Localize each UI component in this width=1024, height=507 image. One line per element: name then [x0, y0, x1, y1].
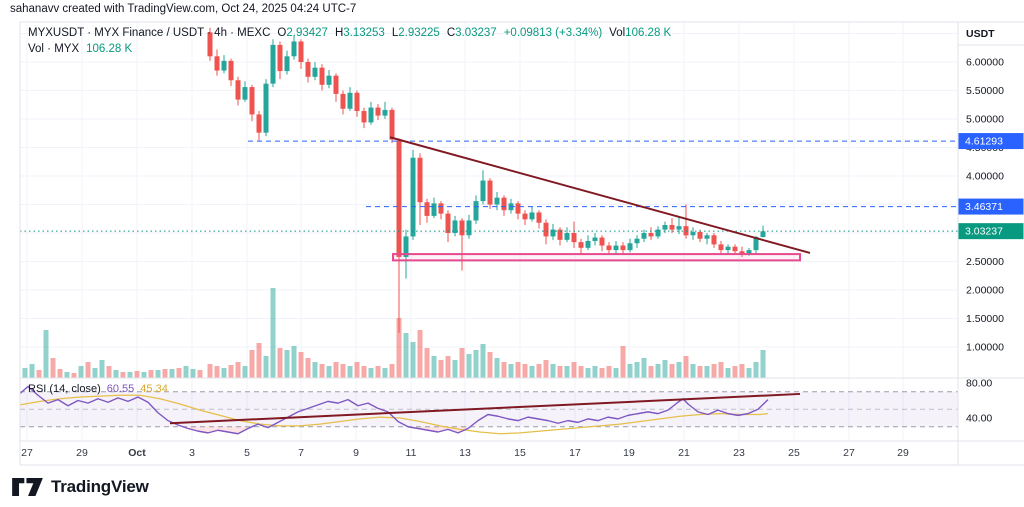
- rsi-indicator-title[interactable]: RSI (14, close): [28, 383, 101, 395]
- volume-legend: Vol · MYX 106.28 K: [28, 43, 132, 55]
- volume-layer: [22, 288, 766, 378]
- svg-text:11: 11: [406, 447, 417, 459]
- svg-text:25: 25: [788, 447, 800, 459]
- svg-text:3: 3: [189, 447, 195, 459]
- svg-text:5: 5: [244, 447, 250, 459]
- svg-text:USDT: USDT: [966, 28, 995, 40]
- svg-text:1.00000: 1.00000: [966, 342, 1004, 354]
- svg-text:80.00: 80.00: [966, 378, 992, 390]
- volume-indicator-value: 106.28 K: [86, 43, 133, 55]
- rsi-value: 60.55: [106, 383, 135, 395]
- svg-text:5.50000: 5.50000: [966, 85, 1004, 97]
- volume-label: Vol: [609, 27, 626, 39]
- svg-text:40.00: 40.00: [966, 413, 992, 425]
- symbol-title[interactable]: MYXUSDT · MYX Finance / USDT · 4h · MEXC: [28, 27, 271, 39]
- svg-text:5.00000: 5.00000: [966, 114, 1004, 126]
- svg-text:19: 19: [623, 447, 635, 459]
- svg-text:9: 9: [353, 447, 359, 459]
- low-label: L: [391, 27, 399, 39]
- svg-text:29: 29: [897, 447, 909, 459]
- svg-text:3.03237: 3.03237: [965, 226, 1003, 238]
- support-zone-rectangle: [392, 253, 801, 262]
- open-label: O: [277, 27, 287, 39]
- svg-text:27: 27: [843, 447, 855, 459]
- high-label: H: [334, 27, 344, 39]
- drawings-layer[interactable]: [169, 136, 811, 425]
- svg-text:23: 23: [733, 447, 745, 459]
- svg-text:27: 27: [21, 447, 33, 459]
- rsi-trendline: [169, 392, 801, 425]
- svg-text:13: 13: [459, 447, 471, 459]
- svg-text:2.50000: 2.50000: [966, 256, 1004, 268]
- rsi-legend: RSI (14, close) 60.55 45.34: [28, 383, 168, 395]
- open-value: 2.93427: [286, 27, 328, 39]
- tradingview-logo-icon[interactable]: [12, 478, 43, 496]
- tradingview-logo-text[interactable]: TradingView: [51, 477, 149, 496]
- svg-text:Oct: Oct: [128, 447, 146, 459]
- price-level-lines: [20, 140, 958, 232]
- volume-indicator-title[interactable]: Vol · MYX: [28, 43, 80, 55]
- svg-text:4.00000: 4.00000: [966, 171, 1004, 183]
- svg-text:6.00000: 6.00000: [966, 57, 1004, 69]
- close-label: C: [446, 27, 456, 39]
- chart-canvas[interactable]: USDT6.000005.500005.000004.500004.000003…: [0, 0, 1024, 470]
- low-value: 2.93225: [398, 27, 440, 39]
- footer: TradingView: [12, 477, 149, 497]
- rsi-ma-value: 45.34: [140, 383, 168, 395]
- change-value: +0.09813 (+3.34%): [503, 27, 603, 39]
- svg-text:29: 29: [76, 447, 88, 459]
- close-value: 3.03237: [455, 27, 497, 39]
- pane-borders: [19, 21, 1024, 466]
- symbol-legend: MYXUSDT · MYX Finance / USDT · 4h · MEXC…: [28, 27, 671, 39]
- svg-text:2.00000: 2.00000: [966, 285, 1004, 297]
- price-axis[interactable]: [958, 22, 1024, 441]
- time-axis[interactable]: [20, 441, 958, 465]
- attribution-watermark: sahanavv created with TradingView.com, O…: [10, 3, 357, 15]
- svg-text:7: 7: [298, 447, 304, 459]
- volume-value: 106.28 K: [625, 27, 672, 39]
- svg-text:4.61293: 4.61293: [965, 136, 1003, 148]
- svg-text:21: 21: [678, 447, 690, 459]
- high-value: 3.13253: [343, 27, 385, 39]
- svg-text:17: 17: [569, 447, 581, 459]
- price-level-labels: 4.61293 3.46371 3.03237: [958, 133, 1024, 240]
- downtrend-trendline: [389, 136, 811, 254]
- svg-text:1.50000: 1.50000: [966, 313, 1004, 325]
- candlestick-layer: [207, 27, 766, 333]
- svg-text:15: 15: [514, 447, 526, 459]
- svg-text:3.46371: 3.46371: [965, 201, 1003, 213]
